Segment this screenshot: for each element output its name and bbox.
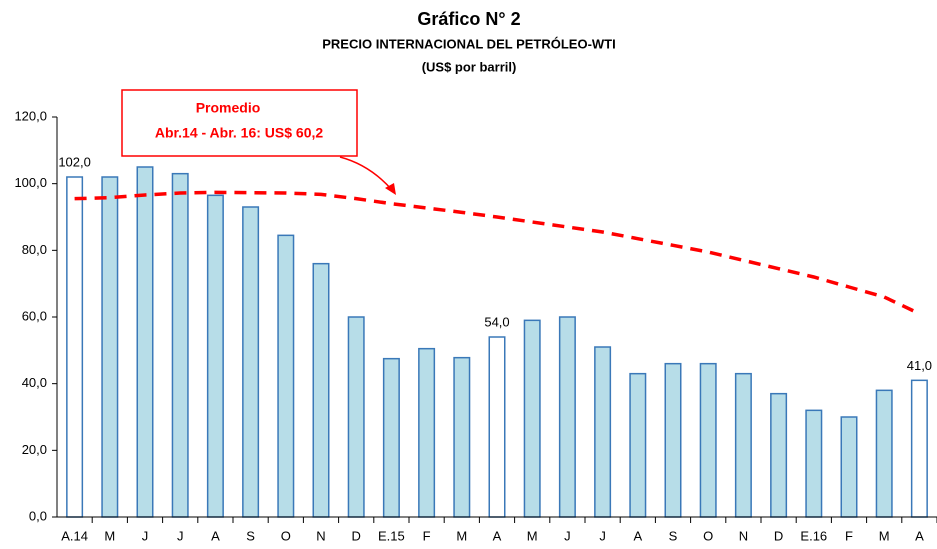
unit-label: (US$ por barril) xyxy=(422,59,517,74)
x-tick-label: S xyxy=(246,528,255,543)
y-tick-label: 80,0 xyxy=(22,242,47,257)
bar xyxy=(277,234,295,518)
annotation-box xyxy=(121,89,358,157)
x-tick-label: N xyxy=(739,528,748,543)
y-tick-label: 100,0 xyxy=(14,175,47,190)
annotation-arrow xyxy=(339,156,393,191)
x-tick-label: A xyxy=(211,528,220,543)
x-tick-label: M xyxy=(456,528,467,543)
y-tick-label: 0,0 xyxy=(29,508,47,523)
bar xyxy=(206,194,224,518)
x-tick-label: A xyxy=(633,528,642,543)
x-tick-label: A xyxy=(493,528,502,543)
x-tick-label: N xyxy=(316,528,325,543)
bar xyxy=(629,372,647,518)
x-tick-label: J xyxy=(564,528,571,543)
x-tick-label: A xyxy=(915,528,924,543)
x-tick-label: J xyxy=(599,528,606,543)
value-label: 102,0 xyxy=(58,154,91,169)
x-tick-label: O xyxy=(281,528,291,543)
value-label: 41,0 xyxy=(907,358,932,373)
bar xyxy=(734,372,752,518)
x-tick-label: M xyxy=(879,528,890,543)
x-tick-label: F xyxy=(423,528,431,543)
value-label: 54,0 xyxy=(484,314,509,329)
x-tick-label: M xyxy=(527,528,538,543)
bar xyxy=(418,347,436,518)
chart-subtitle: PRECIO INTERNACIONAL DEL PETRÓLEO-WTI xyxy=(322,36,615,51)
x-tick-label: O xyxy=(703,528,713,543)
y-tick-label: 120,0 xyxy=(14,108,47,123)
x-tick-label: S xyxy=(669,528,678,543)
bar xyxy=(910,379,928,518)
bar xyxy=(664,362,682,518)
bar xyxy=(523,319,541,518)
arrow-head xyxy=(385,183,396,195)
bar xyxy=(382,357,400,518)
x-tick-label: D xyxy=(352,528,361,543)
bar xyxy=(347,316,365,518)
y-tick-label: 40,0 xyxy=(22,375,47,390)
bar xyxy=(699,362,717,518)
x-tick-label: A.14 xyxy=(61,528,88,543)
annotation-text: Abr.14 - Abr. 16: US$ 60,2 xyxy=(155,125,324,141)
x-tick-label: E.15 xyxy=(378,528,405,543)
y-tick-label: 60,0 xyxy=(22,308,47,323)
bar xyxy=(66,176,84,518)
bar xyxy=(312,262,330,518)
chart-title: Gráfico N° 2 xyxy=(417,9,520,29)
bar xyxy=(770,392,788,518)
bar xyxy=(101,176,119,518)
y-tick-label: 20,0 xyxy=(22,442,47,457)
x-tick-label: J xyxy=(142,528,149,543)
annotation-title: Promedio xyxy=(196,100,261,116)
trend-line xyxy=(74,190,921,316)
x-tick-label: E.16 xyxy=(800,528,827,543)
bar xyxy=(840,416,858,518)
bar xyxy=(805,409,823,518)
bar xyxy=(136,166,154,518)
bar xyxy=(242,206,260,518)
bar xyxy=(171,172,189,518)
bar xyxy=(453,356,471,518)
bar xyxy=(558,316,576,518)
bar xyxy=(875,389,893,518)
x-tick-label: M xyxy=(104,528,115,543)
x-tick-label: D xyxy=(774,528,783,543)
bar xyxy=(488,336,506,518)
x-tick-label: F xyxy=(845,528,853,543)
bar xyxy=(594,346,612,518)
x-tick-label: J xyxy=(177,528,184,543)
